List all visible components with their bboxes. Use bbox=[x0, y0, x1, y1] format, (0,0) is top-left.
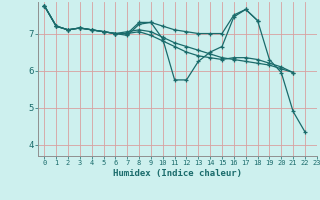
X-axis label: Humidex (Indice chaleur): Humidex (Indice chaleur) bbox=[113, 169, 242, 178]
